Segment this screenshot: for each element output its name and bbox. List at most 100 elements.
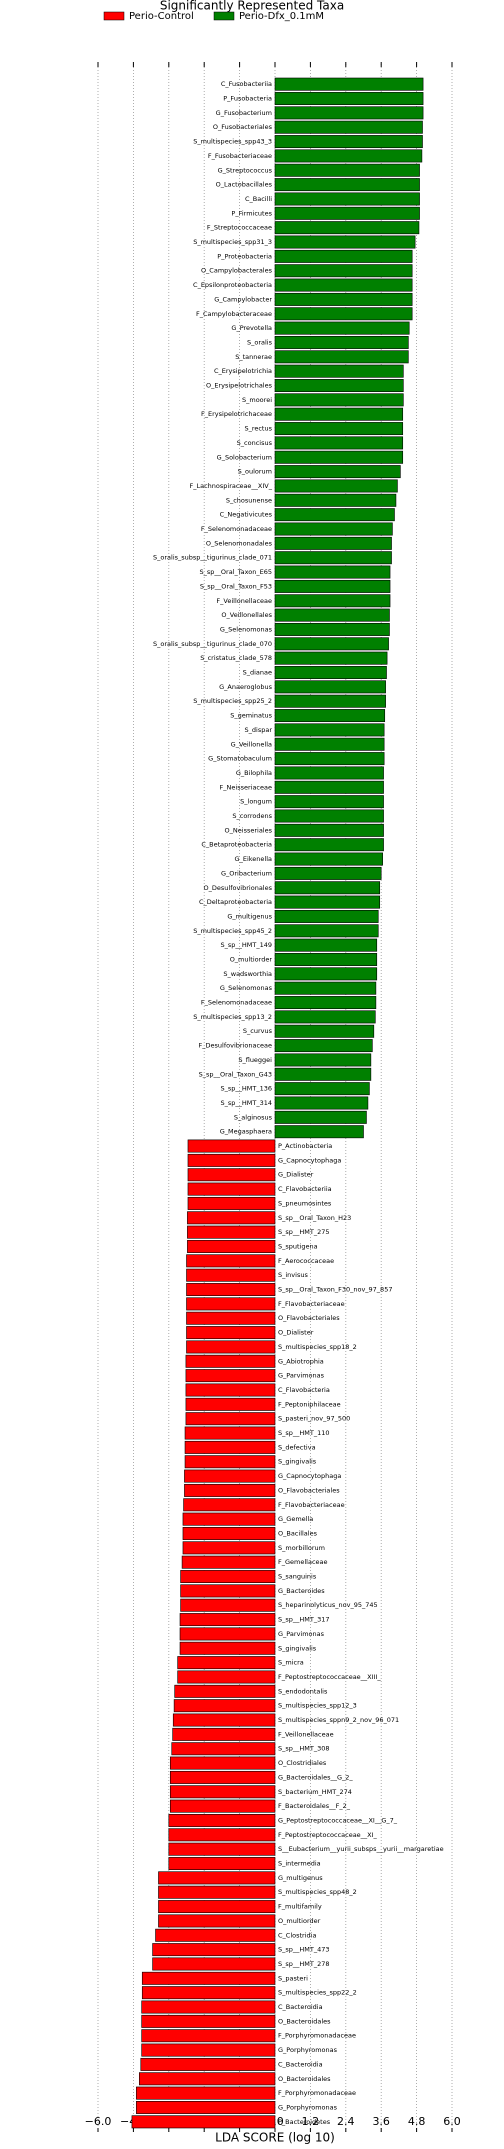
bar-label: O_Bacteroidales: [278, 2075, 331, 2083]
bar: [182, 1527, 276, 1540]
bar-label: S_sp__Oral_Taxon_H23: [278, 1214, 351, 1222]
bar: [172, 1713, 276, 1727]
bar-label: F_Desulfovibrionaceae: [199, 1042, 272, 1050]
bar-label: G_Selenomonas: [220, 625, 273, 633]
bar-label: S_geminatus: [230, 712, 272, 720]
bar-label: G_Parvimonas: [278, 1372, 325, 1380]
bar-label: S_sp__HMT_317: [278, 1616, 330, 1624]
bar-label: S_oralis_subsp__tigurinus_clade_070: [153, 640, 272, 648]
bar-label: G_Gemella: [278, 1515, 313, 1523]
bar: [274, 379, 404, 392]
bar: [141, 2000, 276, 2014]
bar: [177, 1670, 276, 1684]
bar-label: C_Bacilli: [245, 195, 272, 203]
bar: [152, 1957, 276, 1971]
bar-label: F_Lachnospiraceae__XIV_: [190, 482, 273, 490]
bar-label: G_Bilophila: [236, 769, 272, 777]
bar: [274, 393, 404, 407]
bar: [274, 795, 384, 809]
bar: [274, 120, 423, 134]
bar-label: S_oulorum: [238, 468, 272, 476]
bar-label: S_sanguinis: [278, 1573, 317, 1581]
bar: [274, 981, 377, 995]
bar: [274, 895, 381, 909]
bar: [139, 2072, 276, 2086]
bar-label: O_Campylobacterales: [201, 267, 273, 275]
bar: [274, 163, 420, 177]
bar-label: G_multigenus: [227, 912, 272, 920]
bar: [274, 809, 384, 823]
bar: [174, 1684, 276, 1698]
bar: [136, 2101, 276, 2114]
bar: [158, 1900, 276, 1914]
bar: [140, 2057, 276, 2071]
chart-title: Significantly Represented Taxa: [160, 0, 344, 13]
bar-label: G_Bacteroides: [278, 1587, 325, 1595]
bar: [274, 536, 392, 550]
bar: [184, 1469, 276, 1483]
bar-label: P_Actinobacteria: [278, 1142, 332, 1150]
bar: [186, 1311, 276, 1325]
bar: [186, 1297, 276, 1311]
bar-label: G_Solobacterium: [217, 453, 272, 461]
bar: [274, 249, 413, 263]
bar-label: S_pneumosintes: [278, 1199, 332, 1207]
bar-label: O_multiorder: [230, 955, 273, 963]
bar-label: S_sp__HMT_278: [278, 1960, 330, 1968]
bar-label: F_Peptoniphilaceae: [278, 1400, 341, 1408]
bar-label: S_flueggei: [238, 1056, 272, 1064]
bar: [274, 1096, 369, 1110]
bar-label: G_Selenomonas: [220, 984, 273, 992]
bar-label: P_Proteobacteria: [217, 252, 272, 260]
bar-label: S__Eubacterium__yurii_subsps__yurii__mar…: [278, 1845, 444, 1853]
bar: [187, 1182, 276, 1196]
bar-label: S_sp__Oral_Taxon_E65: [200, 568, 272, 576]
bar-label: F_Bacteroidales__F_2_: [278, 1802, 351, 1810]
bar-label: S_longum: [240, 798, 272, 806]
bar-label: F_Flavobacteriaceae: [278, 1300, 345, 1308]
bar-label: C_Fusobacteriia: [221, 80, 272, 88]
bar: [274, 723, 385, 737]
bar: [185, 1383, 276, 1397]
bar: [274, 780, 384, 794]
bar-label: O_Erysipelotrichales: [206, 382, 273, 390]
bar-label: S_multispecies_spp45_2: [193, 927, 272, 935]
bar: [274, 106, 424, 120]
bar-label: F_Peptostreptococcaceae__XIII_: [278, 1673, 381, 1681]
bar-label: O_Neisseriales: [225, 826, 273, 834]
bar: [179, 1641, 276, 1655]
bar-label: S_moorei: [242, 396, 272, 404]
legend-label: Perio-Dfx_0.1mM: [239, 11, 324, 22]
bar-label: S_sp__HMT_275: [278, 1228, 330, 1236]
bar-label: C_Flavobacteria: [278, 1386, 330, 1394]
bar: [152, 1943, 276, 1957]
bar: [274, 752, 385, 766]
bar: [274, 436, 404, 450]
bar-label: S_multispecies_spp48_2: [278, 1888, 357, 1896]
bar: [187, 1168, 276, 1182]
bar-label: G_Bacteroidales__G_2_: [278, 1773, 353, 1781]
bar-label: O_Desulfovibrionales: [204, 884, 273, 892]
bar: [274, 264, 413, 278]
bar: [158, 1885, 276, 1899]
bar: [274, 278, 413, 292]
bar: [180, 1584, 276, 1598]
bar: [168, 1828, 276, 1842]
bar: [274, 551, 392, 565]
bar-label: S_pasteri: [278, 1974, 308, 1982]
bar-label: F_multifamily: [278, 1903, 322, 1911]
bar: [274, 852, 383, 866]
bar-label: S_bacterium_HMT_274: [278, 1788, 352, 1796]
bar: [274, 221, 420, 235]
bar-label: S_concisus: [237, 439, 273, 447]
bar-label: O_Bacteroidales: [278, 2017, 331, 2025]
bar-label: F_Campylobacteraceae: [196, 310, 272, 318]
bar-label: C_Deltaproteobacteria: [199, 898, 272, 906]
bar: [186, 1340, 276, 1354]
bar: [274, 938, 378, 952]
bar: [141, 1986, 276, 2000]
bar-label: S_pasteri_nov_97_500: [278, 1415, 350, 1423]
legend-swatch: [103, 11, 125, 21]
bar: [180, 1570, 276, 1584]
bar-label: G_Oribacterium: [221, 869, 272, 877]
